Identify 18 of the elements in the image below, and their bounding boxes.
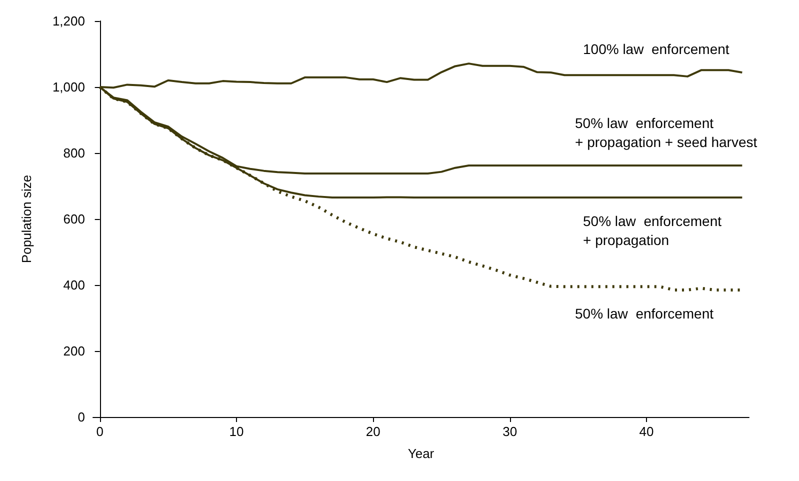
y-tick-label: 600: [63, 212, 85, 226]
series-label: 50% law enforcement: [575, 305, 714, 322]
series-label: 50% law enforcement + propagation: [583, 213, 722, 248]
y-tick-label: 1,200: [52, 14, 85, 28]
x-tick-label: 20: [366, 424, 380, 439]
y-tick-label: 400: [63, 278, 85, 292]
x-tick-label: 40: [639, 424, 654, 439]
y-tick-label: 0: [78, 410, 85, 424]
x-tick-label: 0: [96, 424, 104, 439]
x-axis-title: Year: [408, 446, 435, 461]
x-tick-label: 30: [502, 424, 518, 439]
series-label: 100% law enforcement: [583, 40, 730, 57]
series-label: 50% law enforcement + propagation + seed harvest: [575, 115, 758, 150]
y-tick-label: 800: [63, 146, 85, 160]
y-axis-title: Population size: [19, 174, 34, 264]
x-tick-label: 10: [229, 424, 244, 439]
y-tick-label: 200: [63, 344, 85, 358]
y-tick-label: 1,000: [52, 80, 85, 94]
